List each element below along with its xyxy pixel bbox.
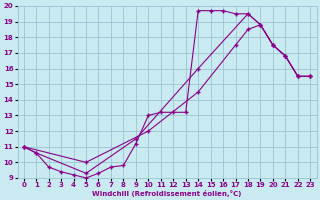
X-axis label: Windchill (Refroidissement éolien,°C): Windchill (Refroidissement éolien,°C) (92, 190, 242, 197)
